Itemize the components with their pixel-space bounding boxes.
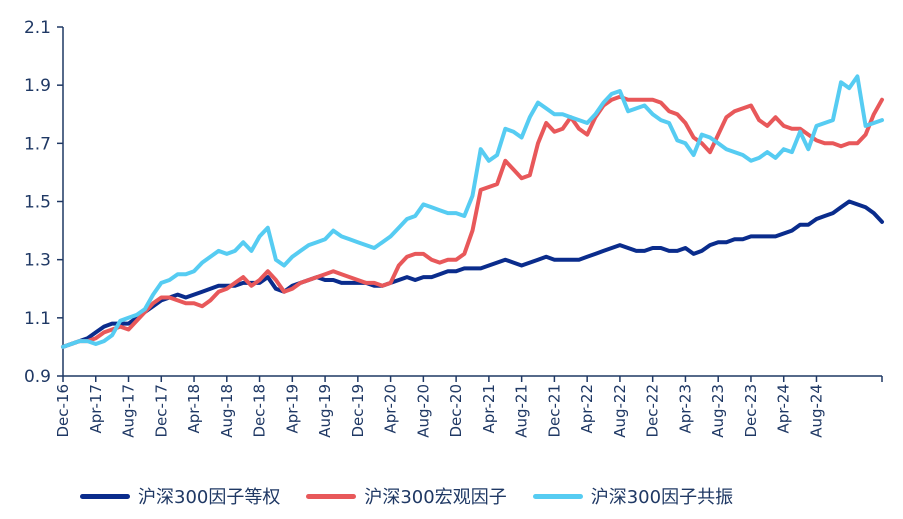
x-tick-label: Dec-16 [54, 384, 72, 438]
legend-item-resonance: 沪深300因子共振 [532, 483, 734, 509]
x-tick-label: Aug-24 [807, 384, 825, 438]
series-line-macro-factor [61, 94, 884, 349]
legend-label-macro-factor: 沪深300宏观因子 [364, 487, 507, 508]
x-tick-label: Dec-19 [349, 384, 367, 438]
x-tick-label: Aug-20 [414, 384, 432, 438]
x-tick-label: Dec-22 [644, 384, 662, 438]
chart-canvas: 0.9 1.1 1.3 1.5 1.7 1.9 2.1 Dec-16 Apr-17 Aug-17… [24, 18, 884, 438]
x-tick-label: Aug-21 [513, 384, 531, 438]
x-tick-label: Dec-21 [545, 384, 563, 438]
x-tick-label: Apr-17 [87, 384, 105, 434]
y-tick-label: 1.5 [24, 193, 51, 213]
x-tick-label: Aug-22 [611, 384, 629, 438]
x-tick-label: Apr-24 [775, 384, 793, 434]
y-axis: 0.9 1.1 1.3 1.5 1.7 1.9 2.1 [24, 18, 64, 387]
x-tick-label: Apr-19 [283, 384, 301, 434]
y-tick-label: 1.7 [24, 134, 51, 154]
legend-label-resonance: 沪深300因子共振 [590, 487, 734, 508]
y-tick-label: 1.3 [24, 251, 51, 271]
x-tick-label: Aug-18 [218, 384, 236, 438]
x-tick-label: Aug-19 [316, 384, 334, 438]
legend-item-equal-weight: 沪深300因子等权 [80, 483, 280, 509]
x-tick-label: Apr-20 [382, 384, 400, 434]
x-tick-label: Dec-18 [251, 384, 269, 438]
x-tick-label: Dec-17 [152, 384, 170, 438]
x-tick-label: Dec-23 [742, 384, 760, 438]
y-tick-label: 2.1 [24, 18, 51, 38]
legend-swatch-macro-factor [306, 493, 357, 499]
legend-swatch-resonance [532, 493, 583, 499]
series-lines [61, 74, 884, 349]
x-tick-label: Apr-23 [676, 384, 694, 434]
series-line-equal-weight [61, 199, 884, 349]
legend: 沪深300因子等权 沪深300宏观因子 沪深300因子共振 [80, 480, 880, 512]
x-tick-label: Apr-18 [185, 384, 203, 434]
y-tick-label: 1.9 [24, 76, 51, 96]
x-axis: Dec-16 Apr-17 Aug-17 Dec-17 Apr-18 Aug-18 Dec-… [54, 375, 883, 438]
y-tick-label: 1.1 [24, 309, 51, 329]
x-tick-label: Apr-22 [578, 384, 596, 434]
series-line-resonance [61, 74, 884, 349]
legend-swatch-equal-weight [80, 493, 130, 499]
x-tick-label: Aug-17 [120, 384, 138, 438]
x-tick-label: Dec-20 [447, 384, 465, 438]
x-tick-label: Apr-21 [480, 384, 498, 434]
legend-label-equal-weight: 沪深300因子等权 [138, 487, 281, 508]
legend-item-macro-factor: 沪深300宏观因子 [306, 483, 507, 509]
y-tick-label: 0.9 [24, 367, 51, 387]
x-tick-label: Aug-23 [709, 384, 727, 438]
